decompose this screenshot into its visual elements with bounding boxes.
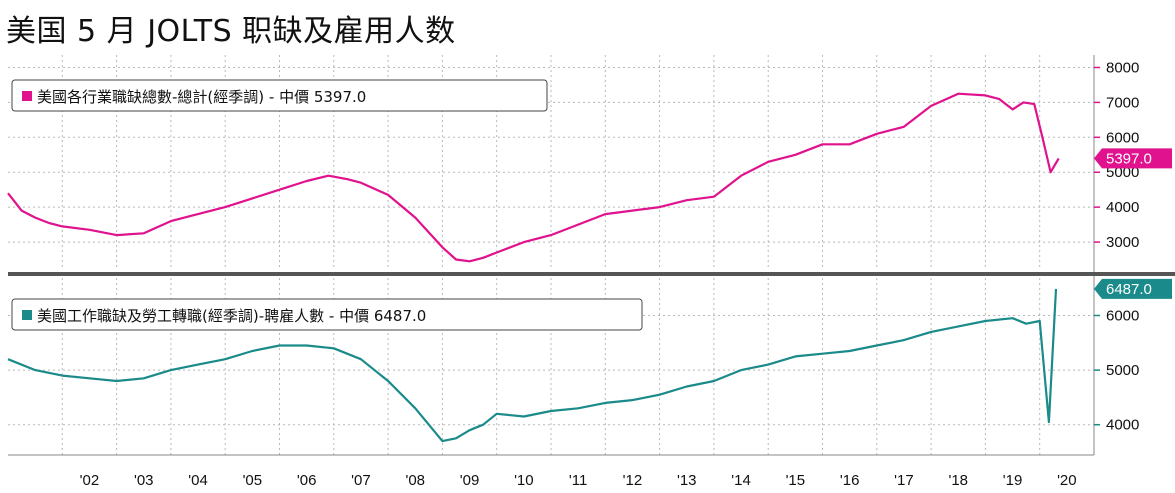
legend-top-label: 美國各行業職缺總數-總計(經季調) - 中價 5397.0 xyxy=(37,88,366,106)
x-tick-label: '06 xyxy=(297,472,317,489)
series-line-hires xyxy=(7,288,1058,443)
y-tick-label: 5000 xyxy=(1106,362,1139,379)
x-tick-label: '10 xyxy=(514,472,534,489)
y-tick-label: 6000 xyxy=(1106,307,1139,324)
x-tick-label: '19 xyxy=(1003,472,1023,489)
last-value-tag: 5397.0 xyxy=(1094,148,1172,169)
last-value-tag: 6487.0 xyxy=(1094,278,1172,299)
y-tick-label: 3000 xyxy=(1106,234,1139,251)
last-value-tag-bg xyxy=(1094,148,1172,169)
y-tick-label: 8000 xyxy=(1106,59,1139,76)
value-tag-layer: 5397.0 6487.0 xyxy=(1094,148,1172,299)
y-tick-label: 7000 xyxy=(1106,94,1139,111)
page-title: 美国 5 月 JOLTS 职缺及雇用人数 xyxy=(6,14,456,49)
x-tick-label: '20 xyxy=(1057,472,1077,489)
panel-separator xyxy=(8,272,1175,276)
x-tick-label: '11 xyxy=(569,472,587,489)
y-tick-label: 5000 xyxy=(1106,164,1139,181)
x-tick-label: '16 xyxy=(840,472,860,489)
x-tick-label: '15 xyxy=(786,472,806,489)
legend-bottom: 美國工作職缺及勞工轉職(經季調)-聘雇人數 - 中價 6487.0 xyxy=(11,298,643,331)
x-tick-label: '18 xyxy=(948,472,968,489)
x-tick-label: '07 xyxy=(351,472,371,489)
series-layer xyxy=(7,92,1060,443)
x-tick-label: '04 xyxy=(188,472,208,489)
legend-top-swatch xyxy=(22,91,32,101)
last-value-tag-label: 5397.0 xyxy=(1106,150,1152,167)
series-line-job-openings xyxy=(7,92,1060,263)
x-tick-label: '17 xyxy=(894,472,914,489)
x-tick-label: '02 xyxy=(80,472,100,489)
x-tick-label: '14 xyxy=(731,472,751,489)
y-tick-label: 4000 xyxy=(1106,199,1139,216)
y-tick-label: 6000 xyxy=(1106,129,1139,146)
grid-layer xyxy=(8,55,1094,455)
legend-top: 美國各行業職缺總數-總計(經季調) - 中價 5397.0 xyxy=(11,79,548,112)
legend-bottom-swatch xyxy=(22,310,32,320)
x-tick-label: '05 xyxy=(243,472,263,489)
last-value-tag-bg xyxy=(1094,278,1172,299)
x-tick-label: '12 xyxy=(623,472,643,489)
x-tick-label: '13 xyxy=(677,472,697,489)
x-tick-label: '03 xyxy=(134,472,154,489)
x-tick-label: '09 xyxy=(460,472,480,489)
x-tick-layer: '02 '03 '04 '05 '06 '07 '08 '09 '10 '11 '12 '13 '14 '… xyxy=(80,472,1077,489)
x-tick-label: '08 xyxy=(405,472,425,489)
last-value-tag-label: 6487.0 xyxy=(1106,281,1152,298)
y-tick-layer: 3000 4000 5000 6000 7000 8000 4000 5000 6000 xyxy=(1094,59,1139,434)
y-tick-label: 4000 xyxy=(1106,417,1139,434)
legend-bottom-label: 美國工作職缺及勞工轉職(經季調)-聘雇人數 - 中價 6487.0 xyxy=(37,307,426,325)
